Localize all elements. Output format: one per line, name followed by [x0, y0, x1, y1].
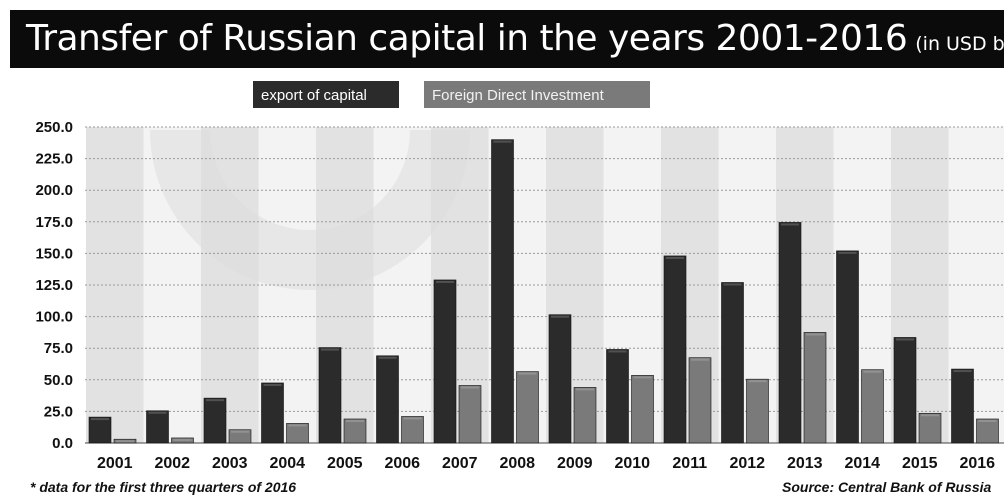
bar-highlight — [231, 431, 249, 433]
bar-export-of-capital — [607, 349, 629, 443]
y-tick-label: 200.0 — [35, 182, 73, 199]
bar-highlight — [494, 141, 512, 143]
bar-fdi — [574, 387, 596, 443]
bar-highlight — [519, 373, 537, 375]
bar-highlight — [896, 338, 914, 340]
bar-export-of-capital — [89, 417, 111, 443]
x-tick-label: 2013 — [787, 455, 823, 472]
bar-highlight — [576, 388, 594, 390]
bar-highlight — [979, 420, 997, 422]
bar-fdi — [747, 379, 769, 443]
x-tick-label: 2004 — [269, 455, 305, 472]
bar-highlight — [724, 283, 742, 285]
x-tick-label: 2003 — [212, 455, 248, 472]
bar-fdi — [919, 413, 941, 443]
bar-highlight — [206, 399, 224, 401]
bar-fdi — [344, 419, 366, 443]
bar-highlight — [749, 380, 767, 382]
y-tick-label: 100.0 — [35, 309, 73, 326]
y-tick-label: 150.0 — [35, 245, 73, 262]
bar-highlight — [551, 316, 569, 318]
bar-highlight — [174, 439, 192, 441]
x-tick-label: 2009 — [557, 455, 593, 472]
x-tick-label: 2010 — [614, 455, 650, 472]
x-tick-label: 2011 — [672, 455, 707, 472]
bar-highlight — [346, 420, 364, 422]
bar-export-of-capital — [204, 398, 226, 443]
bar-export-of-capital — [147, 411, 169, 443]
x-tick-label: 2005 — [327, 455, 363, 472]
y-tick-label: 25.0 — [44, 403, 73, 420]
bar-fdi — [459, 385, 481, 443]
bar-highlight — [839, 252, 857, 254]
bar-highlight — [116, 440, 134, 442]
bar-fdi — [689, 358, 711, 443]
bar-export-of-capital — [319, 348, 341, 443]
legend-label-fdi: Foreign Direct Investment — [432, 87, 605, 104]
bar-highlight — [91, 418, 109, 420]
x-tick-label: 2012 — [729, 455, 765, 472]
footnote: * data for the first three quarters of 2… — [30, 479, 296, 495]
bar-highlight — [379, 357, 397, 359]
bar-export-of-capital — [434, 280, 456, 443]
bar-fdi — [862, 370, 884, 443]
bar-highlight — [289, 424, 307, 426]
bar-highlight — [404, 417, 422, 419]
y-tick-label: 175.0 — [35, 214, 73, 231]
y-axis-ticks: 250.0 225.0 200.0 175.0 150.0 125.0 100.0 75.0 5… — [35, 119, 73, 452]
bar-highlight — [691, 359, 709, 361]
bar-highlight — [954, 370, 972, 372]
y-tick-label: 250.0 — [35, 119, 73, 136]
x-tick-label: 2015 — [902, 455, 938, 472]
y-tick-label: 225.0 — [35, 151, 73, 168]
x-tick-label: 2008 — [499, 455, 535, 472]
y-tick-label: 0.0 — [52, 435, 73, 452]
source-note: Source: Central Bank of Russia — [782, 479, 991, 495]
bar-highlight — [666, 257, 684, 259]
bar-export-of-capital — [952, 369, 974, 443]
y-tick-label: 125.0 — [35, 277, 73, 294]
bar-highlight — [921, 414, 939, 416]
bar-export-of-capital — [262, 383, 284, 443]
bar-export-of-capital — [779, 222, 801, 443]
bar-export-of-capital — [664, 256, 686, 443]
x-tick-label: 2014 — [844, 455, 880, 472]
bar-highlight — [436, 281, 454, 283]
bar-fdi — [517, 372, 539, 443]
bar-export-of-capital — [549, 315, 571, 443]
y-tick-label: 50.0 — [44, 372, 73, 389]
bar-export-of-capital — [894, 337, 916, 443]
legend-label-export-of-capital: export of capital — [261, 87, 367, 104]
legend: export of capital Foreign Direct Investme… — [253, 81, 650, 108]
x-tick-label: 2006 — [384, 455, 420, 472]
x-tick-label: 2002 — [154, 455, 190, 472]
bar-export-of-capital — [837, 251, 859, 443]
y-tick-label: 75.0 — [44, 340, 73, 357]
bar-export-of-capital — [492, 140, 514, 443]
bar-fdi — [804, 332, 826, 443]
bar-export-of-capital — [722, 282, 744, 443]
bar-fdi — [402, 416, 424, 443]
bar-highlight — [321, 349, 339, 351]
bar-fdi — [632, 375, 654, 443]
bar-highlight — [806, 333, 824, 335]
bar-highlight — [781, 223, 799, 225]
bar-highlight — [609, 350, 627, 352]
x-axis-ticks: 2001 2002 2003 2004 2005 2006 2007 2008 2009 2010… — [97, 455, 995, 472]
x-tick-label: 2016 — [959, 455, 995, 472]
bar-fdi — [977, 419, 999, 443]
bar-highlight — [149, 412, 167, 414]
bar-highlight — [264, 384, 282, 386]
bar-highlight — [461, 386, 479, 388]
bar-export-of-capital — [377, 356, 399, 443]
bar-highlight — [864, 371, 882, 373]
bar-highlight — [634, 376, 652, 378]
x-tick-label: 2007 — [442, 455, 478, 472]
x-tick-label: 2001 — [97, 455, 133, 472]
